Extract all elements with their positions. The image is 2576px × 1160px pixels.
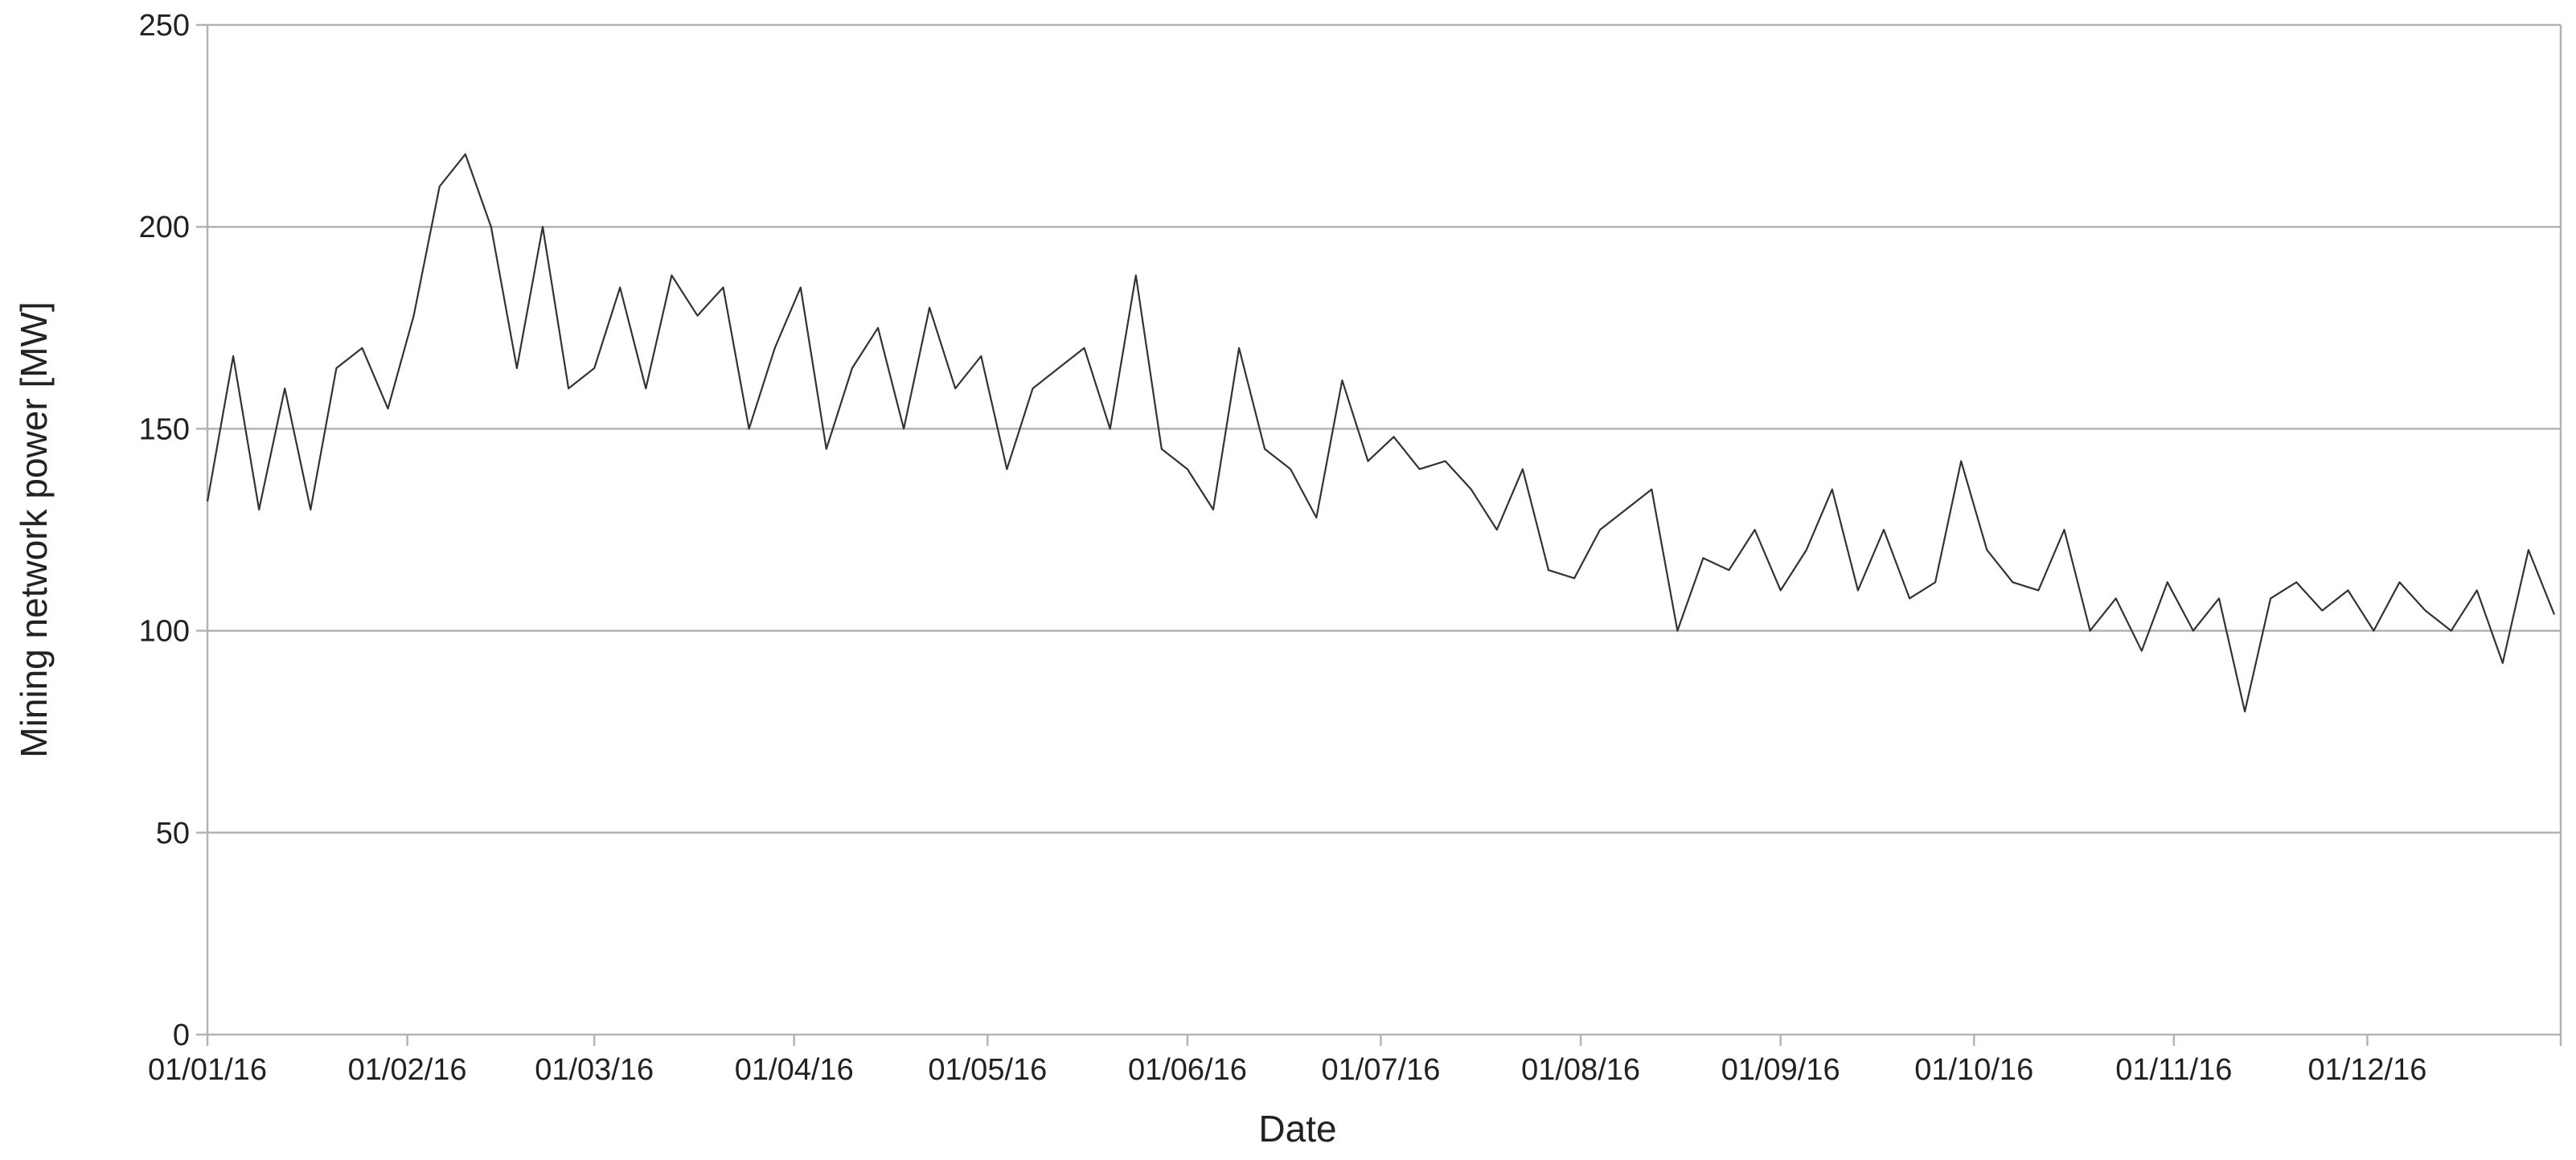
x-tick-label: 01/02/16 — [348, 1053, 467, 1087]
x-tick-label: 01/11/16 — [2115, 1053, 2232, 1087]
x-tick-label: 01/06/16 — [1128, 1053, 1247, 1087]
x-tick-label: 01/03/16 — [535, 1053, 654, 1087]
y-tick-label: 100 — [139, 615, 190, 649]
x-tick-label: 01/08/16 — [1521, 1053, 1640, 1087]
x-axis-label: Date — [1258, 1108, 1336, 1150]
x-tick-label: 01/12/16 — [2307, 1053, 2426, 1087]
y-tick-label: 200 — [139, 211, 190, 244]
data-line — [206, 153, 2556, 713]
x-tick-label: 01/09/16 — [1721, 1053, 1840, 1087]
y-tick-label: 250 — [139, 9, 190, 43]
y-tick-label: 50 — [156, 817, 190, 851]
y-tick-label: 0 — [173, 1019, 190, 1052]
x-tick-label: 01/04/16 — [735, 1053, 854, 1087]
y-tick-label: 150 — [139, 412, 190, 446]
y-axis-label: Mining network power [MW] — [13, 301, 55, 758]
x-tick-label: 01/01/16 — [148, 1053, 267, 1087]
x-tick-label: 01/05/16 — [928, 1053, 1047, 1087]
x-tick-label: 01/07/16 — [1322, 1053, 1441, 1087]
x-tick-label: 01/10/16 — [1914, 1053, 2033, 1087]
